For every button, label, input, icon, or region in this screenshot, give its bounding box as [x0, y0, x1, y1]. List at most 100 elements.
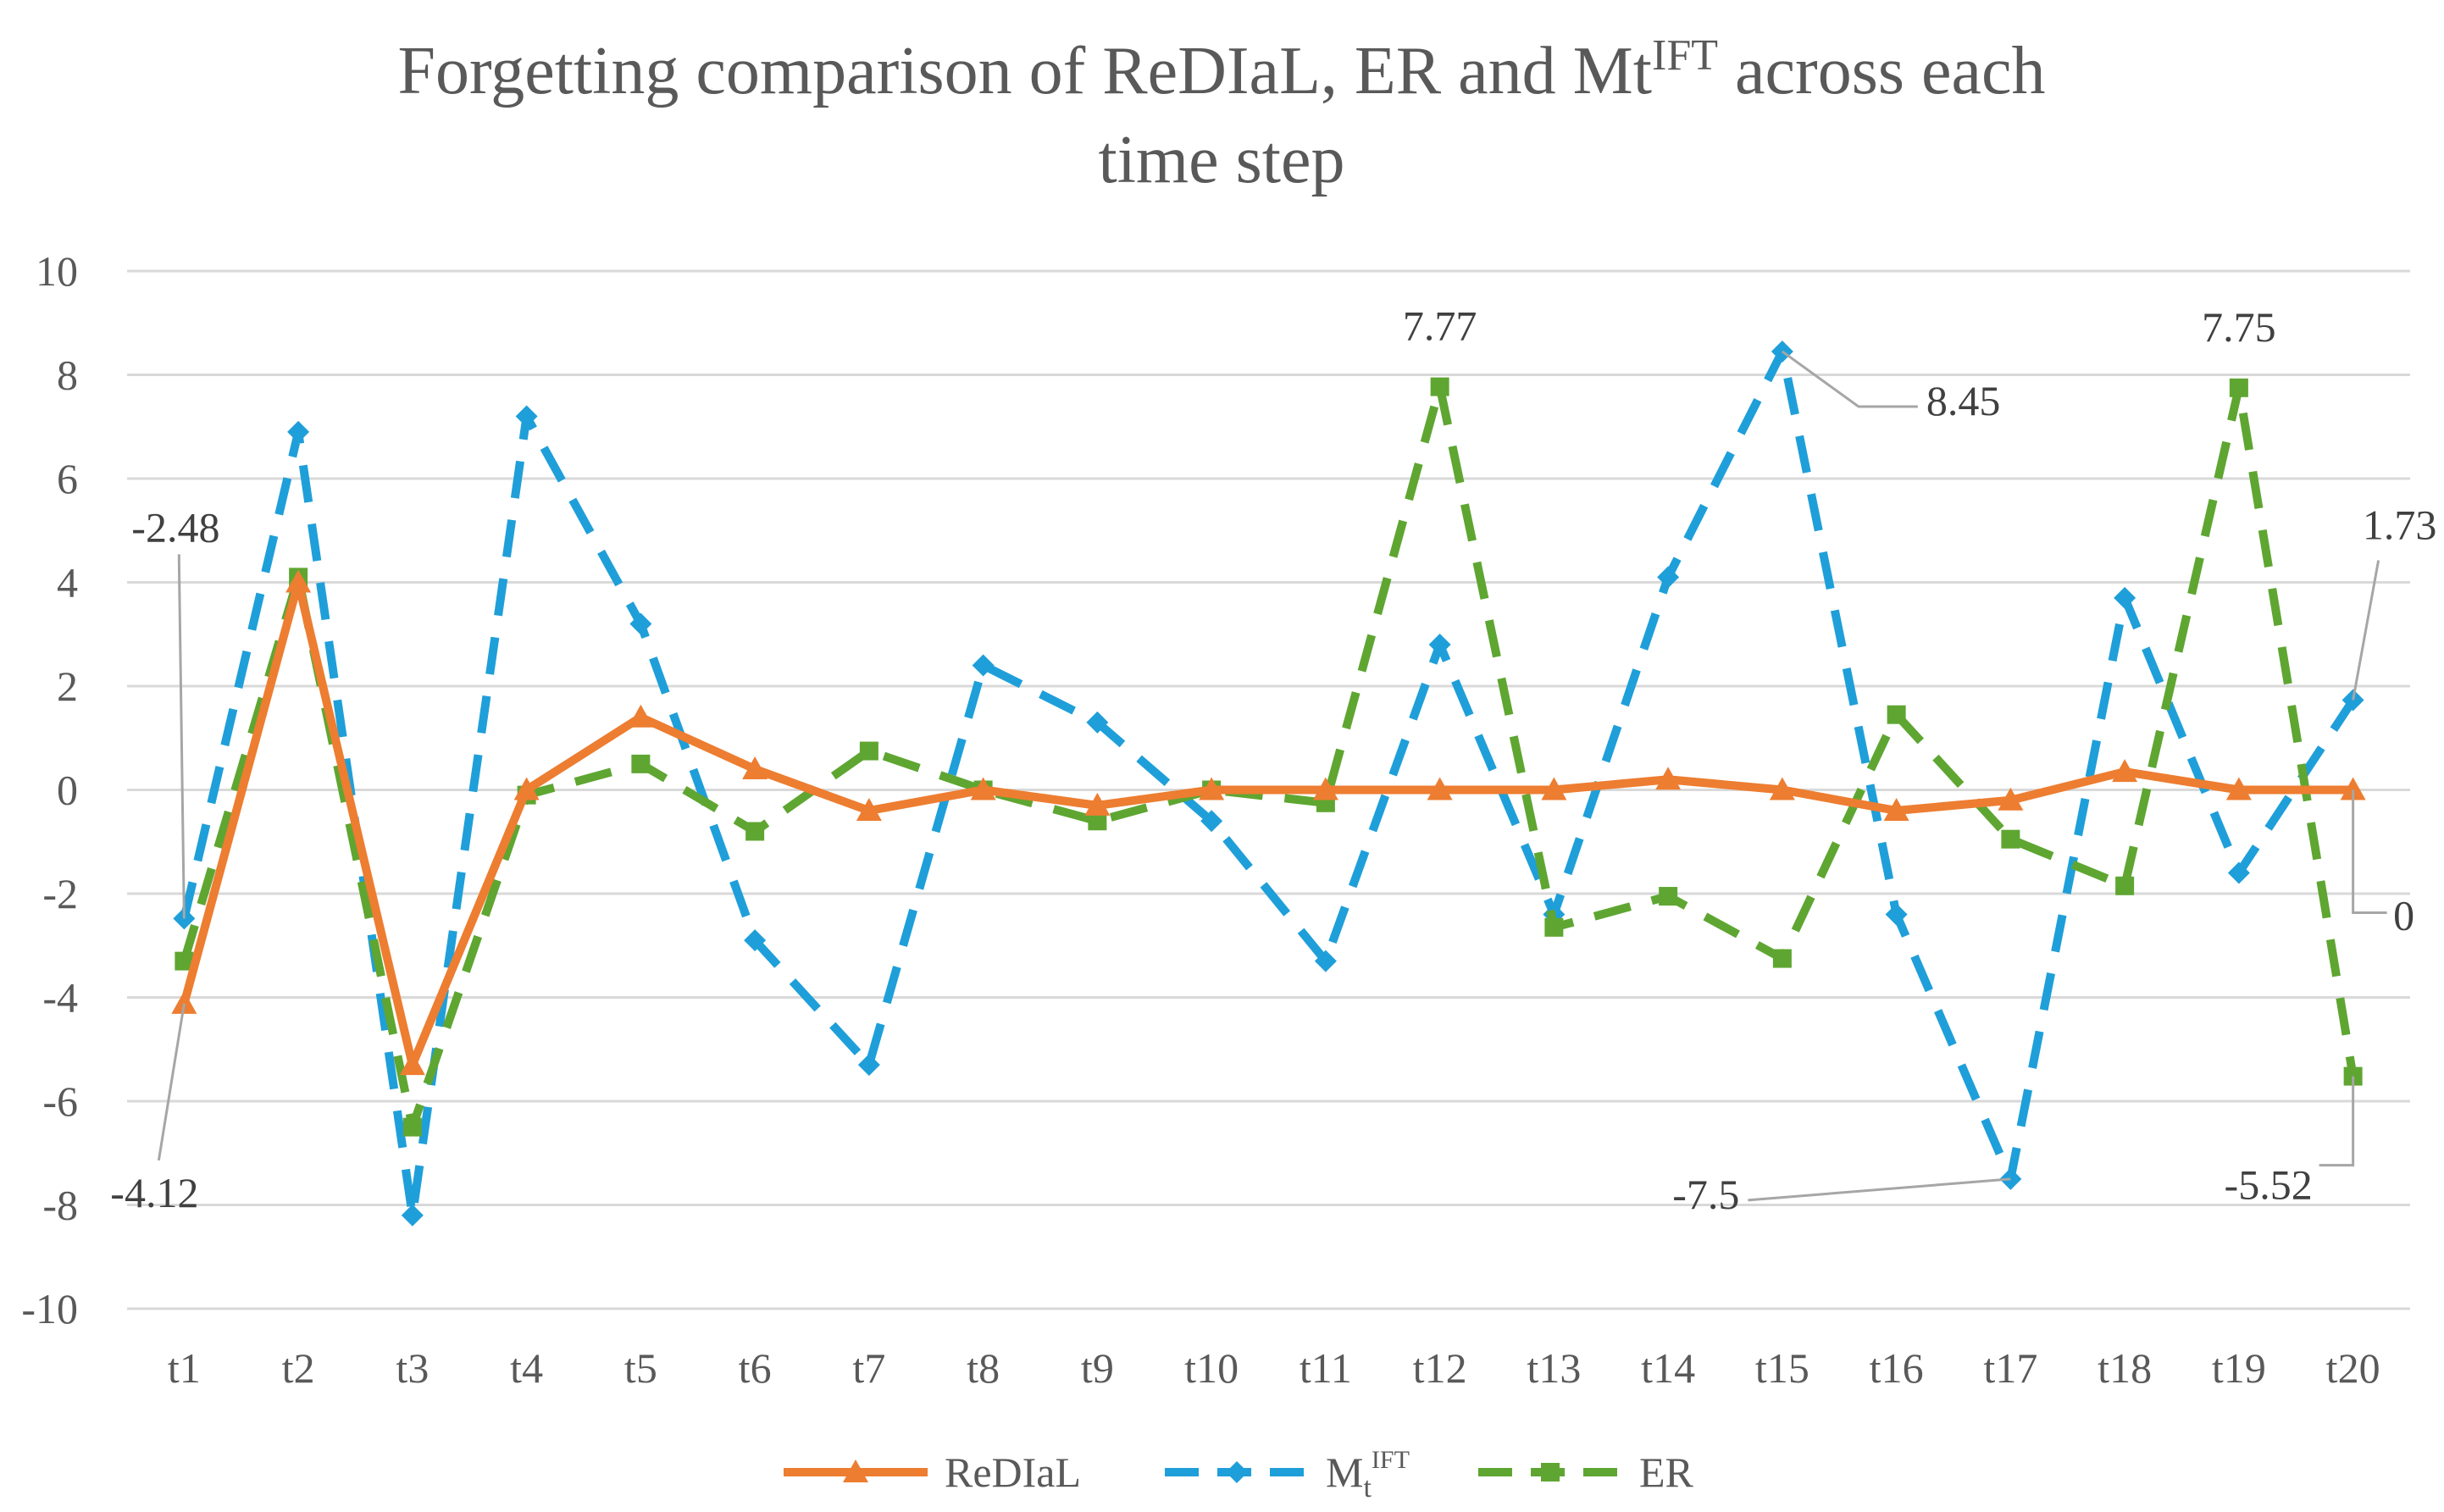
data-point	[1086, 711, 1109, 734]
legend-marker	[1226, 1461, 1248, 1483]
x-tick-label: t1	[168, 1344, 201, 1392]
data-label: -7.5	[1672, 1171, 1739, 1218]
data-point	[1998, 787, 2024, 811]
y-tick-label: -2	[42, 870, 78, 917]
data-point	[513, 777, 540, 800]
data-label-leader	[1748, 1177, 2011, 1202]
x-tick-label: t2	[282, 1344, 315, 1392]
x-tick-label: t20	[2326, 1344, 2380, 1392]
y-tick-label: -4	[42, 974, 78, 1022]
data-point	[1199, 777, 1225, 800]
data-point	[2229, 378, 2248, 397]
data-point	[2225, 777, 2252, 800]
data-point	[1541, 777, 1567, 800]
data-label: -2.48	[131, 503, 219, 551]
data-label: -5.52	[2225, 1161, 2313, 1209]
y-tick-label: 4	[57, 559, 78, 606]
y-tick-label: 0	[57, 767, 78, 814]
data-point	[857, 1054, 880, 1077]
data-point	[631, 754, 651, 773]
data-point	[285, 569, 312, 593]
data-label: 8.45	[1926, 377, 2001, 424]
x-tick-label: t11	[1300, 1344, 1352, 1392]
legend-marker	[1541, 1463, 1560, 1482]
data-point	[1428, 634, 1451, 656]
data-point	[2227, 861, 2250, 884]
data-point	[2115, 876, 2135, 895]
data-label-leader	[157, 1003, 186, 1161]
data-point	[1312, 777, 1338, 800]
y-tick-label: 8	[57, 352, 78, 399]
data-point	[1772, 949, 1792, 968]
data-label-leader	[1782, 350, 1918, 408]
data-point	[1657, 566, 1680, 589]
data-point	[859, 741, 878, 761]
data-label-leader	[2319, 1076, 2355, 1167]
data-label-leader	[2352, 789, 2387, 914]
legend: ReDIaL MtIFT ER	[784, 1446, 1694, 1504]
data-point	[399, 1052, 425, 1076]
data-point	[745, 822, 765, 841]
data-point	[171, 990, 197, 1014]
data-point	[970, 777, 996, 800]
x-tick-label: t5	[624, 1344, 657, 1392]
y-tick-label: 10	[36, 247, 78, 295]
data-point	[2112, 759, 2138, 783]
legend-item-mt: MtIFT	[1165, 1446, 1410, 1504]
series-er	[175, 377, 2363, 1137]
x-tick-label: t10	[1184, 1344, 1239, 1392]
x-tick-label: t17	[1983, 1344, 2037, 1392]
data-label: 1.73	[2363, 501, 2437, 549]
data-point	[1887, 705, 1906, 724]
data-label: -4.12	[110, 1169, 198, 1216]
chart-title-sup: IFT	[1652, 31, 1718, 80]
x-tick-label: t4	[510, 1344, 543, 1392]
series-line	[180, 578, 2358, 1070]
x-tick-label: t18	[2098, 1344, 2152, 1392]
data-label: 0	[2393, 892, 2414, 939]
x-tick-label: t15	[1755, 1344, 1809, 1392]
series-redial	[171, 569, 2366, 1076]
x-tick-label: t6	[739, 1344, 772, 1392]
y-tick-label: -6	[42, 1077, 78, 1125]
series-line	[180, 382, 2358, 1132]
x-tick-label: t19	[2212, 1344, 2266, 1392]
data-point	[1200, 810, 1223, 833]
chart-title-main: Forgetting comparison of ReDIaL, ER and …	[398, 34, 1653, 108]
data-point	[742, 756, 768, 779]
y-tick-label: 6	[57, 455, 78, 502]
data-point	[1659, 887, 1678, 906]
data-point	[856, 798, 882, 821]
data-label: 7.77	[1403, 302, 1477, 350]
data-point	[1314, 950, 1337, 972]
data-point	[2114, 586, 2136, 609]
legend-label: MtIFT	[1326, 1446, 1410, 1504]
data-point	[1883, 798, 1909, 821]
data-label-leader	[2352, 560, 2380, 701]
data-point	[1769, 777, 1795, 800]
data-label: 7.75	[2202, 303, 2276, 351]
data-point	[1655, 767, 1682, 790]
data-point	[2340, 777, 2366, 800]
x-tick-label: t7	[852, 1344, 885, 1392]
legend-label: ER	[1639, 1448, 1694, 1496]
data-point	[1427, 777, 1453, 800]
x-tick-label: t16	[1870, 1344, 1924, 1392]
data-label-leader	[177, 554, 186, 919]
x-tick-label: t12	[1413, 1344, 1467, 1392]
y-tick-label: -8	[42, 1182, 78, 1229]
data-point	[628, 704, 654, 728]
series-line	[180, 346, 2357, 1220]
legend-marker	[843, 1459, 868, 1482]
data-point	[629, 612, 652, 635]
data-point	[1885, 903, 1908, 926]
data-point	[515, 405, 538, 428]
data-point	[402, 1117, 422, 1137]
chart-title-rest: across each	[1718, 34, 2045, 108]
data-point	[1084, 792, 1111, 816]
data-point	[1088, 811, 1107, 831]
data-point	[744, 929, 767, 952]
legend-item-redial: ReDIaL	[784, 1448, 1081, 1496]
x-tick-label: t8	[967, 1344, 1000, 1392]
x-tick-label: t13	[1527, 1344, 1581, 1392]
